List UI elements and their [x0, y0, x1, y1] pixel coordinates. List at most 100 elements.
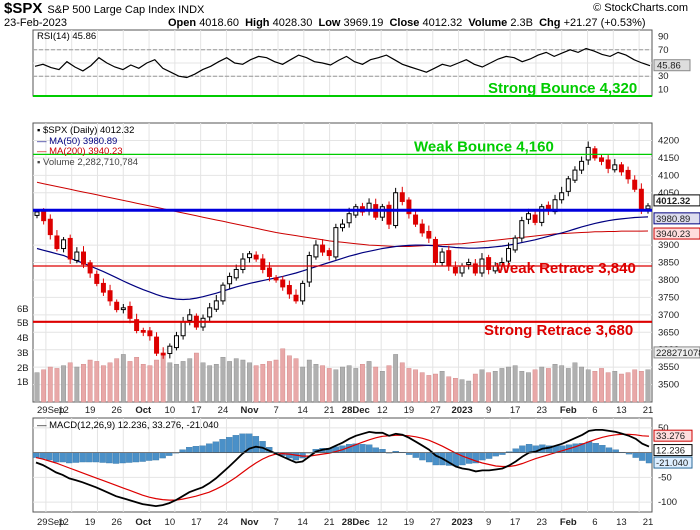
level-label-strong-bounce: Strong Bounce 4,320 [488, 80, 637, 97]
volume-bar [286, 355, 292, 403]
macd-histogram-bar [592, 443, 599, 453]
price-tick: 3700 [658, 310, 679, 321]
volume-bar [552, 364, 558, 403]
candle-body [54, 235, 60, 250]
x-axis-label-bottom: 9 [486, 517, 491, 528]
candle-body [114, 301, 120, 311]
volume-bar [233, 358, 239, 403]
macd-histogram-bar [632, 452, 639, 458]
volume-bar [632, 369, 638, 403]
candle-body [472, 263, 478, 274]
volume-bar [120, 354, 126, 403]
macd-value-box [653, 444, 693, 457]
candle-body [107, 290, 113, 302]
x-axis-label-bottom: 6 [592, 517, 597, 528]
macd-value-label: 12.236 [656, 446, 685, 457]
volume-bar [393, 354, 399, 403]
macd-histogram-bar [219, 439, 226, 453]
candle-body [273, 277, 279, 281]
x-axis-label-top: 12 [58, 405, 69, 416]
rsi-line [34, 47, 651, 79]
macd-tick: 50 [658, 423, 669, 434]
volume-bar [433, 373, 438, 403]
candle-body [306, 255, 312, 283]
rsi-tick: 10 [658, 84, 669, 95]
x-axis-label-bottom: 19 [404, 517, 415, 528]
macd-histogram-bar [159, 452, 166, 459]
x-axis-label-bottom: 29Sep [37, 517, 64, 528]
candle-body [227, 275, 233, 285]
macd-histogram-bar [186, 447, 193, 453]
x-axis-label-bottom: 24 [218, 517, 229, 528]
volume-bar [585, 369, 591, 403]
symbol-title: $SPX S&P 500 Large Cap Index INDX [4, 0, 205, 17]
candle-body [233, 268, 239, 279]
candle-body [100, 282, 106, 293]
x-axis-label-top: 27 [430, 405, 441, 416]
candle-body [220, 284, 226, 302]
level-label-weak-retrace: Weak Retrace 3,840 [496, 260, 636, 277]
candle-body [432, 238, 438, 263]
volume-bar [34, 372, 40, 403]
x-axis-label-top: 10 [165, 405, 176, 416]
volume-bar [572, 362, 578, 403]
macd-histogram-bar [226, 437, 233, 453]
macd-legend: — MACD(12,26,9) 12.236, 33.276, -21.040 [37, 420, 219, 431]
volume-bar [220, 357, 226, 403]
macd-histogram-bar [639, 452, 646, 461]
price-tick: 4200 [658, 135, 679, 146]
candle-body [74, 251, 80, 261]
candle-body [80, 251, 86, 265]
ma50-line [36, 216, 649, 301]
macd-histogram-bar [239, 433, 246, 453]
rsi-legend: RSI(14) 45.86 [37, 31, 96, 42]
macd-histogram-bar [585, 441, 593, 453]
x-axis-label-top: 12 [377, 405, 388, 416]
macd-histogram-bar [359, 444, 366, 453]
volume-bar [260, 364, 266, 403]
volume-bar [240, 359, 246, 403]
volume-tick: 4B [17, 333, 29, 344]
candle-body [379, 206, 385, 218]
macd-histogram-bar [519, 445, 526, 453]
x-axis-label-bottom: Oct [135, 517, 152, 528]
volume-bar [353, 368, 359, 403]
macd-histogram-bar [92, 452, 100, 463]
macd-histogram-bar [86, 452, 93, 463]
x-axis-label-bottom: 10 [165, 517, 176, 528]
macd-histogram-bar [106, 452, 113, 464]
volume-bar [147, 365, 153, 403]
macd-histogram-bar [412, 452, 419, 458]
volume-bar [174, 364, 179, 403]
x-axis-label-top: 21 [643, 405, 654, 416]
candle-body [247, 253, 253, 259]
candle-body [466, 262, 472, 266]
candle-body [127, 305, 133, 319]
macd-histogram-bar [126, 452, 133, 463]
rsi-tick: 30 [658, 71, 669, 82]
macd-histogram-bar [512, 448, 519, 453]
macd-histogram-bar [66, 452, 73, 464]
x-axis-label-top: 17 [191, 405, 202, 416]
volume-bar [526, 372, 531, 403]
volume-bar [506, 366, 511, 403]
volume-bar [625, 372, 631, 403]
volume-bar [559, 365, 565, 403]
candle-body [585, 146, 591, 161]
volume-bar [539, 366, 545, 403]
price-tick: 3650 [658, 327, 679, 338]
candle-body [213, 300, 219, 310]
macd-histogram-bar [232, 435, 240, 453]
volume-bar [127, 361, 133, 403]
candle-body [293, 294, 299, 302]
price-value-box [653, 227, 700, 240]
candle-body [605, 159, 611, 169]
candle-body [413, 214, 419, 225]
x-axis-label-bottom: 21 [643, 517, 654, 528]
macd-histogram-bar [146, 452, 153, 461]
price-tick: 3500 [658, 380, 679, 391]
candle-body [419, 223, 425, 234]
macd-histogram-bar [72, 452, 80, 463]
macd-histogram-bar [292, 452, 300, 461]
